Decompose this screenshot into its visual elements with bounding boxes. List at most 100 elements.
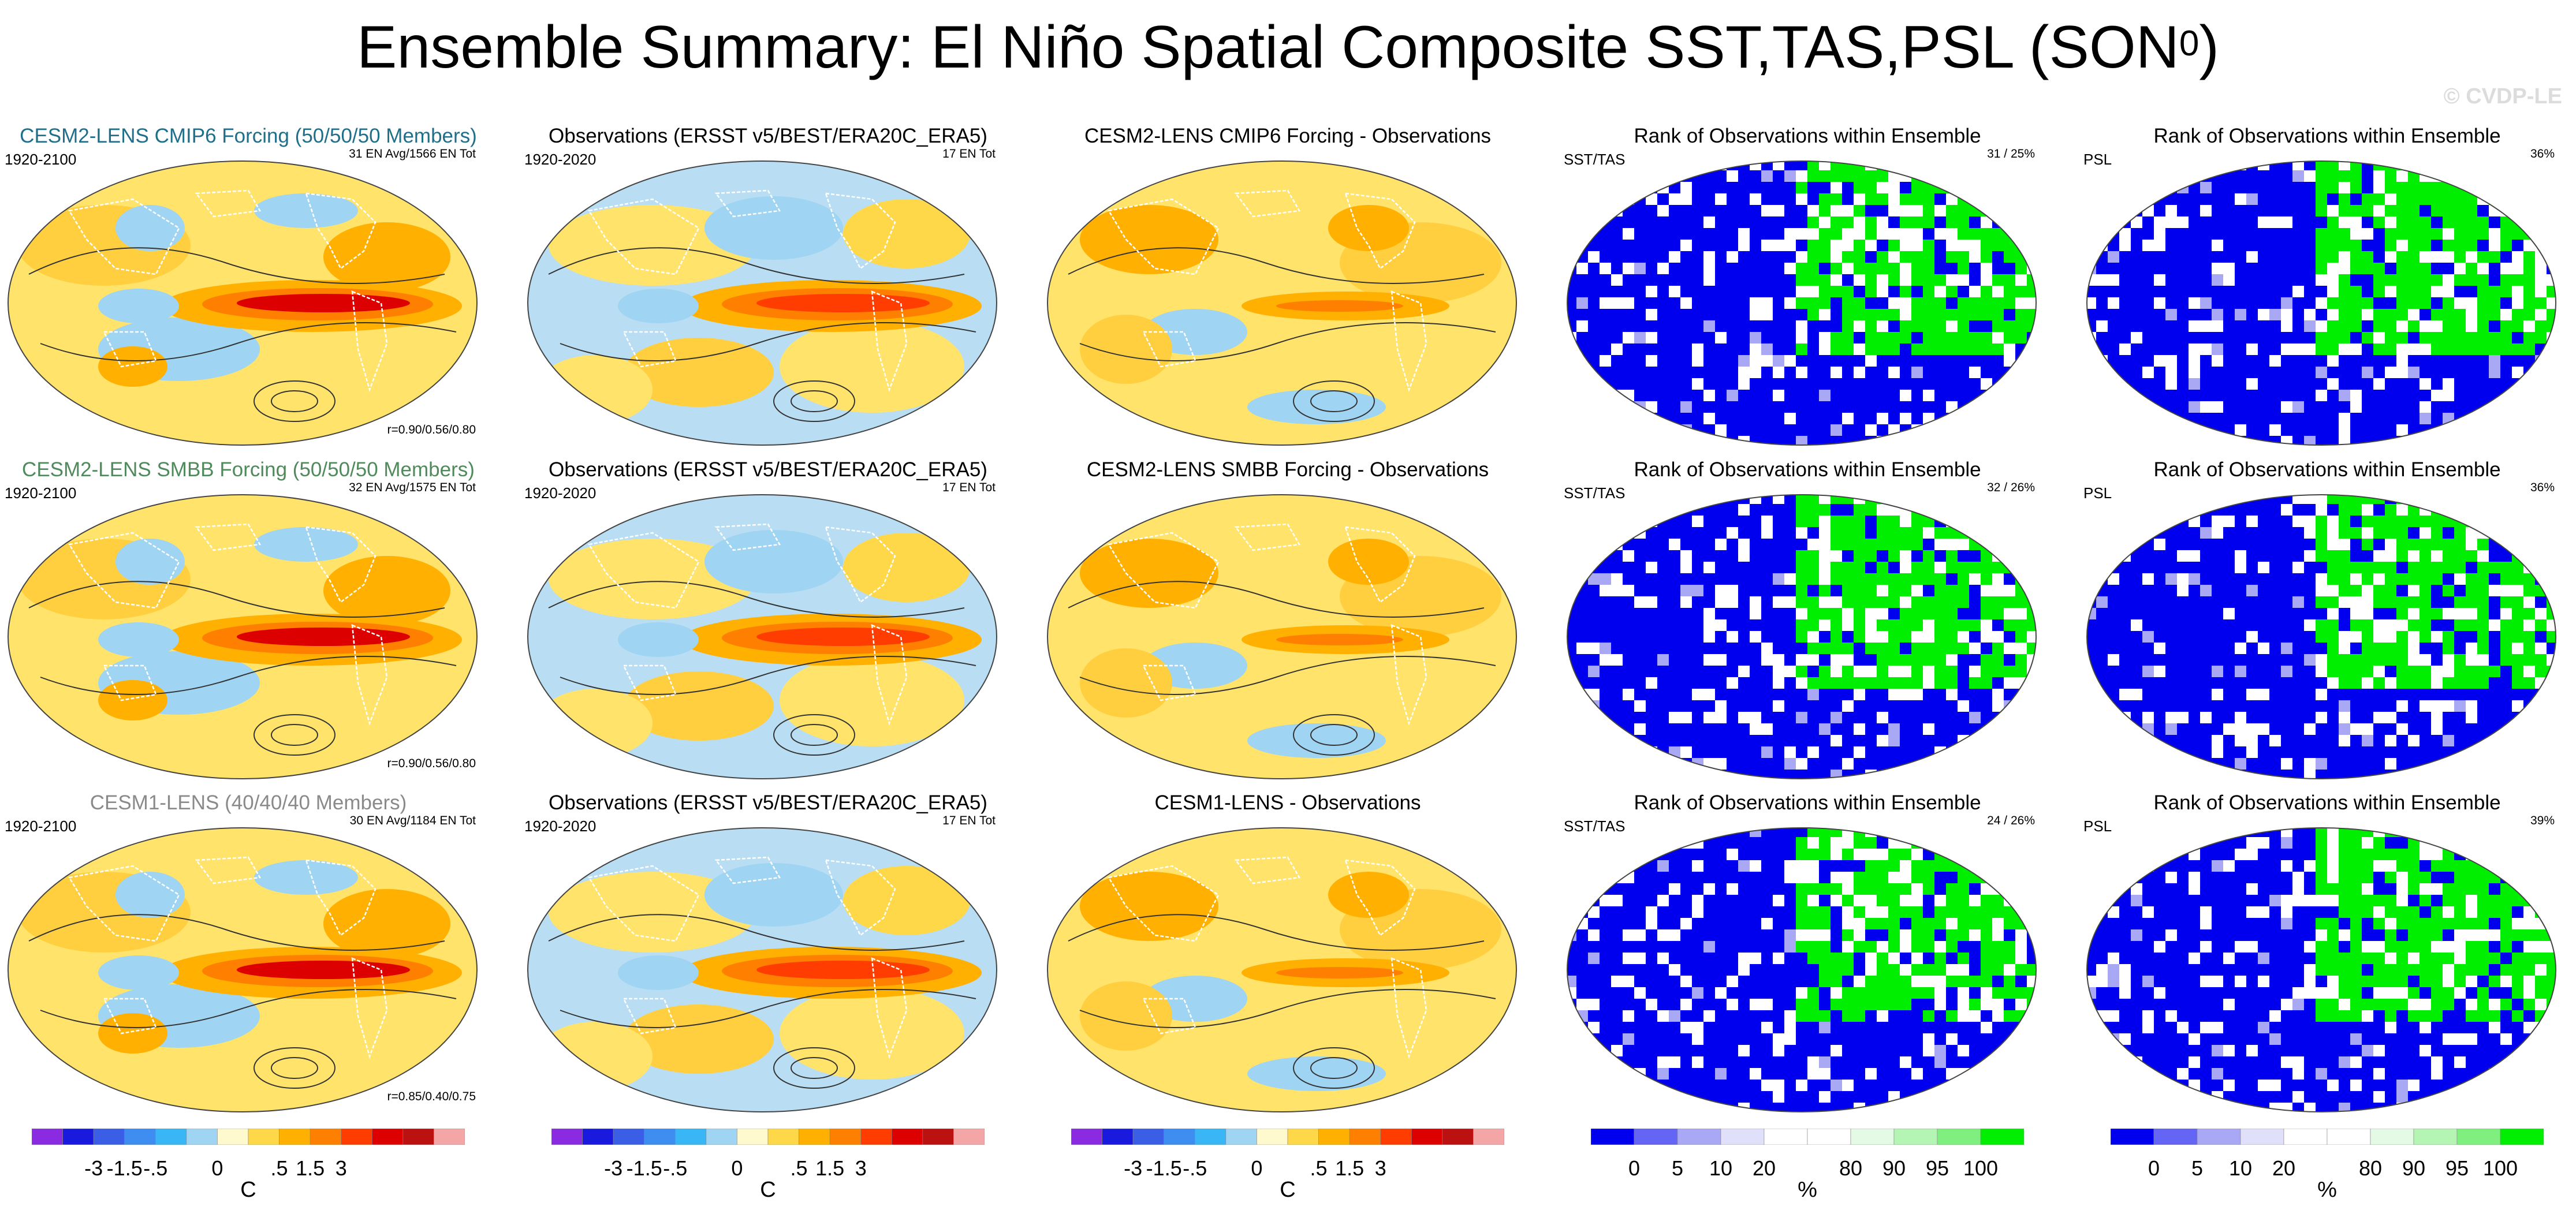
rank-cell	[2096, 770, 2108, 779]
rank-cell	[2385, 758, 2396, 770]
rank-cell	[1738, 953, 1750, 964]
rank-cell	[2431, 1010, 2443, 1022]
rank-cell	[2015, 527, 2027, 539]
rank-cell	[1900, 495, 1911, 504]
rank-cell	[2443, 286, 2454, 297]
rank-cell	[2512, 274, 2523, 286]
rank-cell	[1680, 297, 1692, 309]
rank-cell	[2466, 170, 2477, 182]
rank-cell	[2420, 182, 2431, 193]
rank-cell	[1923, 343, 1934, 355]
rank-cell	[2500, 286, 2512, 297]
rank-cell	[2281, 918, 2292, 929]
rank-cell	[2339, 161, 2350, 170]
rank-cell	[1703, 654, 1715, 666]
anomaly-region	[1276, 300, 1403, 312]
rank-cell	[1981, 240, 1992, 251]
rank-cell	[2004, 987, 2015, 999]
rank-cell	[2339, 539, 2350, 550]
rank-cell	[2477, 643, 2489, 654]
rank-cell	[2547, 976, 2556, 987]
rank-cell	[1900, 631, 1911, 643]
rank-cell	[1992, 527, 2004, 539]
rank-cell	[1900, 872, 1911, 883]
rank-cell	[1854, 216, 1865, 228]
rank-cell	[2327, 999, 2339, 1010]
rank-cell	[1888, 941, 1900, 953]
rank-cell	[2489, 837, 2500, 849]
panel-left-label: PSL	[2083, 151, 2112, 168]
rank-cell	[2512, 516, 2523, 527]
rank-cell	[1911, 929, 1923, 941]
rank-cell	[1842, 953, 1854, 964]
rank-cell	[2015, 424, 2027, 436]
rank-cell	[2420, 573, 2431, 585]
rank-cell	[1981, 516, 1992, 527]
rank-cell	[1807, 643, 1819, 654]
rank-cell	[1911, 182, 1923, 193]
rank-cell	[1854, 585, 1865, 596]
coastline	[1142, 664, 1196, 701]
rank-cell	[2142, 1022, 2154, 1033]
rank-cell	[2500, 596, 2512, 608]
rank-cell	[2200, 918, 2212, 929]
rank-cell	[2339, 263, 2350, 274]
rank-cell	[1567, 216, 1576, 228]
rank-cell	[1623, 193, 1634, 205]
rank-cell	[1796, 550, 1807, 562]
rank-cell	[2015, 828, 2027, 837]
rank-cell	[2108, 1045, 2119, 1056]
rank-cell	[2512, 828, 2523, 837]
rank-cell	[2373, 573, 2385, 585]
rank-cell	[1946, 964, 1958, 976]
rank-cell	[1911, 228, 1923, 240]
rank-cell	[2512, 723, 2523, 735]
rank-cell	[2431, 700, 2443, 712]
rank-cell	[1923, 976, 1934, 987]
rank-cell	[2443, 320, 2454, 332]
rank-cell	[2420, 976, 2431, 987]
rank-cell	[2292, 999, 2304, 1010]
rank-cell	[2327, 860, 2339, 872]
rank-cell	[2489, 516, 2500, 527]
rank-cell	[1934, 849, 1946, 860]
rank-cell	[2385, 1010, 2396, 1022]
rank-cell	[2535, 504, 2547, 516]
rank-cell	[2004, 619, 2015, 631]
rank-cell	[1934, 746, 1946, 758]
rank-cell	[1877, 999, 1888, 1010]
coastline	[1234, 856, 1301, 884]
rank-cell	[2443, 976, 2454, 987]
rank-cell	[2200, 1022, 2212, 1033]
rank-cell	[2350, 596, 2362, 608]
rank-cell	[1831, 666, 1842, 677]
rank-cell	[1877, 883, 1888, 895]
rank-cell	[1865, 355, 1877, 367]
rank-cell	[1703, 689, 1715, 700]
rank-cell	[1992, 170, 2004, 182]
rank-cell	[2500, 527, 2512, 539]
rank-cell	[1958, 849, 1969, 860]
rank-cell	[1842, 643, 1854, 654]
rank-cell	[2547, 758, 2556, 770]
rank-cell	[2408, 562, 2420, 573]
rank-cell	[2547, 495, 2556, 504]
rank-cell	[2200, 941, 2212, 953]
rank-cell	[2454, 872, 2466, 883]
anomaly-region	[323, 889, 450, 958]
rank-cell	[1877, 987, 1888, 999]
rank-cell	[2431, 1056, 2443, 1068]
rank-cell	[2269, 1033, 2281, 1045]
rank-cell	[2004, 608, 2015, 619]
rank-cell	[1796, 170, 1807, 182]
rank-cell	[1567, 504, 1576, 516]
rank-cell	[1865, 309, 1877, 320]
rank-cell	[2212, 516, 2223, 527]
rank-cell	[1773, 654, 1784, 666]
colorbar-swatch	[1473, 1129, 1504, 1145]
rank-cell	[1567, 573, 1576, 585]
rank-cell	[1576, 413, 1588, 424]
rank-cell	[1750, 1068, 1761, 1080]
rank-cell	[2535, 436, 2547, 445]
rank-cell	[1934, 1045, 1946, 1056]
